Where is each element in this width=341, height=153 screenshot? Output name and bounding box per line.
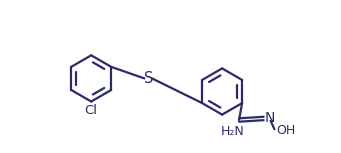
Text: H₂N: H₂N [221, 125, 245, 138]
Text: OH: OH [276, 124, 295, 137]
Text: Cl: Cl [85, 104, 98, 117]
Text: N: N [265, 111, 275, 125]
Text: S: S [144, 71, 153, 86]
